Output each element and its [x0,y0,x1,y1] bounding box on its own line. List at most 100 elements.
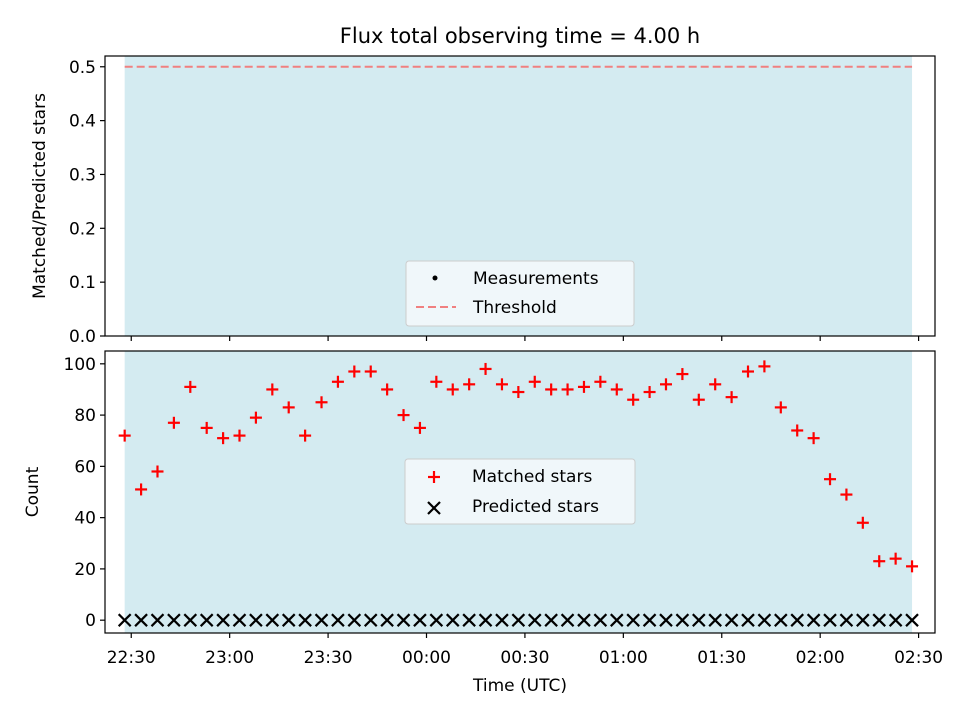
matched-legend-marker [428,471,440,483]
matched-star-point [217,432,230,445]
predicted-star-point [593,613,608,627]
bottom-y-tick-label: 20 [74,560,96,580]
matched-star-point [840,488,853,501]
matched-star-point [742,365,755,378]
bottom-y-tick-label: 60 [74,457,96,477]
x-tick-label: 22:30 [107,648,156,668]
matched-star-point [135,483,148,496]
predicted-star-point [905,613,919,627]
matched-star-point [545,383,558,396]
matched-star-point [758,360,771,373]
matched-star-point [774,401,787,414]
predicted-legend-marker [427,501,441,515]
predicted-star-point [265,613,280,627]
matched-star-point [709,378,722,391]
matched-star-point [577,380,590,393]
predicted-star-point [708,613,722,627]
bottom-panel: 0 20 40 60 80 100 22:30 23:00 23:30 00:00 00:30 01… [23,350,943,696]
matched-star-point [446,383,459,396]
matched-star-point [528,375,541,388]
predicted-star-point [856,613,870,627]
matched-star-point [610,383,623,396]
x-tick-label: 23:00 [205,648,254,668]
matched-star-point [643,386,656,399]
predicted-star-point [872,613,887,627]
matched-star-point [266,383,279,396]
top-axes-frame [104,55,936,337]
matched-star-point [676,368,689,381]
predicted-star-point [724,613,739,627]
matched-star-point [430,375,443,388]
bottom-y-tick-label: 40 [74,509,96,529]
matched-star-point [167,416,180,429]
matched-star-point [348,365,361,378]
matched-star-point [184,380,197,393]
bottom-y-tick-label: 0 [85,611,96,631]
predicted-star-point [363,613,378,627]
top-legend: Measurements Threshold [405,260,635,327]
matched-star-point [299,429,312,442]
matched-star-point [495,378,508,391]
matched-star-point [791,424,804,437]
predicted-star-point [445,613,460,627]
top-panel: 0.0 0.1 0.2 0.3 0.4 0.5 Matched/Predicted sta… [30,55,936,347]
predicted-star-point [806,613,821,627]
predicted-star-point [577,613,591,627]
matched-star-point [512,386,525,399]
bottom-legend: Matched stars Predicted stars [404,458,636,525]
predicted-star-point [823,613,837,627]
predicted-star-point [888,613,903,627]
predicted-star-point [134,613,148,627]
predicted-star-point [380,613,394,627]
matched-star-point [725,391,738,404]
predicted-star-point [396,613,411,627]
matched-star-point [889,552,902,565]
predicted-star-point [478,613,493,627]
predicted-star-point [462,613,476,627]
matched-star-point [118,429,131,442]
predicted-star-point [216,613,230,627]
predicted-star-point [659,613,673,627]
matched-star-point [249,411,262,424]
predicted-star-point [774,613,788,627]
predicted-star-point [757,613,772,627]
top-y-tick-label: 0.4 [69,112,96,132]
matched-star-point [463,378,476,391]
top-legend-box [405,260,635,327]
predicted-star-point [413,613,427,627]
predicted-star-point [839,613,854,627]
chart-title: Flux total observing time = 4.00 h [340,24,700,48]
predicted-star-point [232,613,247,627]
predicted-star-point [495,613,509,627]
top-y-tick-label: 0.3 [69,165,96,185]
predicted-star-point [314,613,329,627]
matched-star-point [282,401,295,414]
matched-star-point [692,393,705,406]
predicted-star-point [560,613,575,627]
matched-star-point [200,421,213,434]
predicted-star-point [527,613,542,627]
predicted-star-point [790,613,804,627]
predicted-star-point [626,613,640,627]
matched-star-point [381,383,394,396]
bottom-legend-box [404,458,636,525]
matched-star-point [233,429,246,442]
matched-star-point [824,473,837,486]
legend-threshold-label: Threshold [472,298,557,318]
predicted-star-point [331,613,345,627]
matched-star-point [151,465,164,478]
bottom-y-tick-label: 100 [64,355,96,375]
predicted-star-point [167,613,181,627]
bottom-axes-frame [104,350,936,634]
matched-star-point [413,421,426,434]
top-y-tick-label: 0.0 [69,327,96,347]
predicted-star-point [249,613,263,627]
predicted-star-point [511,613,526,627]
matched-star-point [659,378,672,391]
predicted-star-point [741,613,755,627]
x-tick-label: 00:30 [500,648,549,668]
bottom-y-axis-label: Count [23,466,43,517]
x-tick-label: 00:00 [402,648,451,668]
matched-star-point [594,375,607,388]
